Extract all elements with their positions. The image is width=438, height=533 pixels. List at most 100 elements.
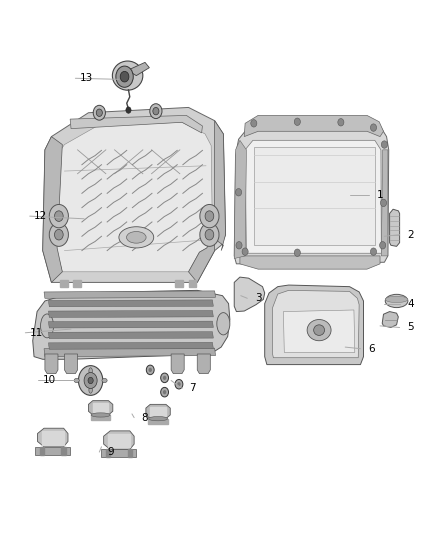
Polygon shape — [234, 120, 389, 264]
Polygon shape — [245, 140, 381, 253]
Polygon shape — [61, 447, 66, 455]
Circle shape — [294, 249, 300, 256]
Ellipse shape — [314, 325, 325, 335]
Polygon shape — [176, 280, 184, 287]
Circle shape — [126, 107, 131, 114]
Circle shape — [153, 108, 159, 115]
Polygon shape — [254, 147, 375, 245]
Polygon shape — [88, 401, 113, 415]
Text: 4: 4 — [407, 298, 414, 309]
Polygon shape — [265, 285, 364, 365]
Circle shape — [116, 66, 133, 87]
Text: 8: 8 — [142, 413, 148, 423]
Circle shape — [236, 241, 242, 249]
Ellipse shape — [385, 294, 408, 308]
Circle shape — [120, 71, 129, 82]
Text: 11: 11 — [30, 328, 43, 338]
Polygon shape — [197, 354, 210, 374]
Circle shape — [200, 223, 219, 246]
Ellipse shape — [148, 417, 168, 421]
Polygon shape — [43, 108, 226, 282]
Circle shape — [84, 373, 97, 389]
Polygon shape — [35, 447, 70, 455]
Polygon shape — [43, 136, 62, 282]
Circle shape — [380, 241, 386, 249]
Text: 2: 2 — [407, 230, 414, 240]
Polygon shape — [70, 115, 202, 133]
Polygon shape — [283, 310, 355, 352]
Circle shape — [96, 109, 102, 116]
Ellipse shape — [74, 378, 79, 383]
Polygon shape — [127, 62, 149, 76]
Ellipse shape — [217, 313, 230, 335]
Polygon shape — [44, 348, 215, 357]
Polygon shape — [102, 449, 136, 457]
Polygon shape — [64, 354, 78, 374]
Circle shape — [54, 229, 63, 240]
Circle shape — [205, 229, 214, 240]
Ellipse shape — [89, 368, 92, 374]
Text: 7: 7 — [190, 383, 196, 393]
Polygon shape — [382, 312, 398, 327]
Text: 13: 13 — [80, 73, 93, 83]
Polygon shape — [272, 290, 359, 358]
Text: 3: 3 — [255, 293, 261, 303]
Ellipse shape — [91, 413, 110, 417]
Polygon shape — [38, 428, 68, 447]
Circle shape — [161, 373, 169, 383]
Polygon shape — [106, 449, 110, 457]
Polygon shape — [60, 280, 68, 287]
Polygon shape — [390, 209, 399, 246]
Polygon shape — [188, 120, 226, 282]
Polygon shape — [33, 290, 230, 359]
Polygon shape — [104, 431, 134, 449]
Text: 12: 12 — [34, 211, 47, 221]
Ellipse shape — [113, 61, 143, 90]
Circle shape — [381, 199, 387, 207]
Polygon shape — [44, 291, 215, 298]
Ellipse shape — [127, 231, 146, 243]
Polygon shape — [234, 140, 247, 259]
Circle shape — [294, 118, 300, 125]
Circle shape — [175, 379, 183, 389]
Circle shape — [161, 387, 169, 397]
Circle shape — [242, 248, 248, 255]
Polygon shape — [48, 321, 213, 328]
Circle shape — [371, 124, 377, 131]
Ellipse shape — [41, 314, 53, 338]
Polygon shape — [40, 447, 44, 455]
Polygon shape — [91, 415, 110, 420]
Circle shape — [163, 390, 166, 394]
Polygon shape — [381, 150, 388, 256]
Ellipse shape — [102, 378, 107, 383]
Polygon shape — [148, 419, 168, 424]
Polygon shape — [56, 122, 212, 272]
Polygon shape — [48, 342, 213, 349]
Polygon shape — [48, 300, 213, 307]
Polygon shape — [171, 354, 184, 374]
Polygon shape — [150, 407, 166, 416]
Circle shape — [236, 189, 242, 196]
Polygon shape — [93, 403, 109, 413]
Ellipse shape — [385, 296, 408, 303]
Circle shape — [205, 211, 214, 221]
Polygon shape — [45, 354, 58, 374]
Polygon shape — [244, 115, 384, 136]
Polygon shape — [188, 280, 196, 287]
Polygon shape — [48, 332, 213, 338]
Text: 1: 1 — [377, 190, 383, 200]
Polygon shape — [108, 433, 130, 447]
Polygon shape — [48, 311, 213, 317]
Circle shape — [251, 119, 257, 127]
Text: 5: 5 — [407, 322, 414, 333]
Circle shape — [150, 104, 162, 118]
Polygon shape — [73, 280, 81, 287]
Circle shape — [78, 366, 103, 395]
Ellipse shape — [119, 227, 154, 248]
Circle shape — [200, 205, 219, 228]
Polygon shape — [127, 449, 132, 457]
Circle shape — [54, 211, 63, 221]
Text: 10: 10 — [42, 375, 56, 385]
Circle shape — [338, 118, 344, 126]
Circle shape — [177, 382, 181, 386]
